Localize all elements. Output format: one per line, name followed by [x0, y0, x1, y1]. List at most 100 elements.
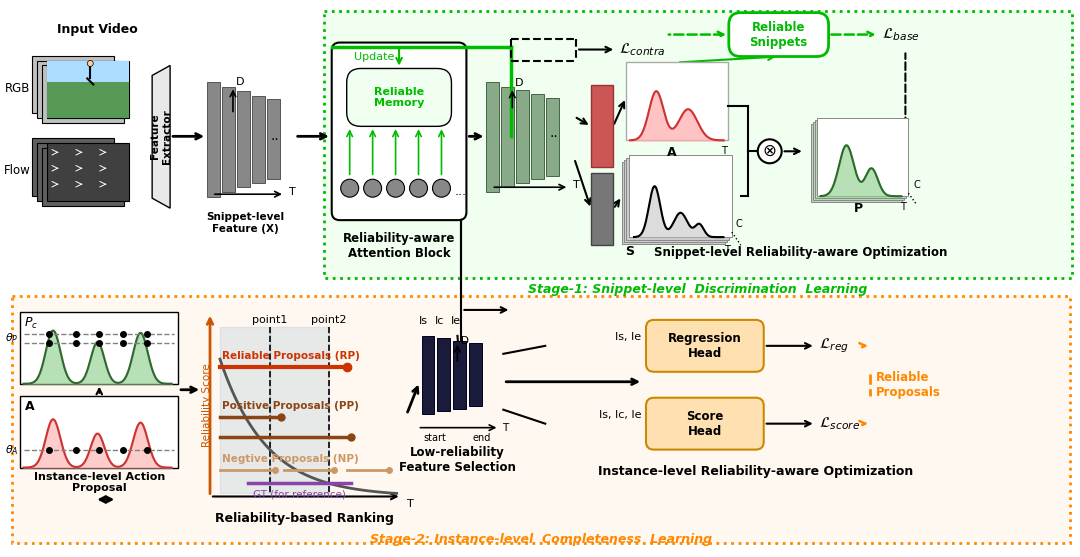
Text: S: S [625, 245, 634, 258]
FancyBboxPatch shape [729, 13, 828, 56]
Polygon shape [152, 66, 171, 208]
Text: Ie: Ie [450, 316, 460, 326]
Text: P: P [854, 202, 863, 215]
FancyBboxPatch shape [646, 398, 764, 449]
Circle shape [387, 179, 405, 197]
Bar [486, 82, 499, 192]
Text: Snippet-level
Feature (X): Snippet-level Feature (X) [206, 212, 284, 234]
Text: end: end [473, 433, 491, 443]
Text: Ic: Ic [435, 316, 444, 326]
Text: A: A [667, 146, 677, 159]
Circle shape [409, 179, 428, 197]
Circle shape [758, 139, 782, 163]
Text: ..: .. [270, 129, 280, 143]
Circle shape [432, 179, 450, 197]
Text: $\mathcal{L}_{score}$: $\mathcal{L}_{score}$ [819, 416, 860, 432]
Text: Reliable
Proposals: Reliable Proposals [876, 371, 941, 399]
Bar [42, 148, 124, 206]
Text: T: T [406, 500, 414, 510]
Text: $\mathcal{L}_{base}$: $\mathcal{L}_{base}$ [882, 26, 920, 43]
Bar [501, 87, 514, 187]
Text: Update: Update [354, 51, 394, 61]
Text: $\mathcal{L}_{contra}$: $\mathcal{L}_{contra}$ [619, 41, 665, 58]
Text: Input Video: Input Video [57, 23, 137, 36]
Bar [591, 85, 613, 167]
Text: $\mathcal{L}_{reg}$: $\mathcal{L}_{reg}$ [819, 336, 849, 355]
Bar [591, 173, 613, 245]
Bar [13, 296, 1070, 544]
Text: Negtive Proposals (NP): Negtive Proposals (NP) [222, 453, 359, 463]
Text: Score
Head: Score Head [686, 409, 724, 438]
Bar [21, 312, 178, 384]
Bar [546, 99, 559, 176]
Text: Reliable Proposals (RP): Reliable Proposals (RP) [222, 351, 360, 361]
Circle shape [340, 179, 359, 197]
Text: T: T [724, 245, 730, 255]
Text: C: C [914, 180, 920, 190]
Text: C: C [735, 219, 743, 229]
Text: Reliability-aware
Attention Block: Reliability-aware Attention Block [342, 232, 456, 260]
Bar [48, 61, 130, 119]
Bar [516, 90, 529, 183]
Text: D: D [461, 336, 470, 346]
Bar [48, 61, 130, 82]
Bar [622, 162, 725, 244]
Text: Feature
Extractor: Feature Extractor [150, 109, 172, 164]
Text: Snippet-level Reliability-aware Optimization: Snippet-level Reliability-aware Optimiza… [654, 246, 947, 258]
Bar [32, 56, 114, 114]
Bar [421, 336, 434, 414]
Text: Is, Ic, Ie: Is, Ic, Ie [598, 410, 642, 419]
Bar [222, 87, 235, 192]
Bar [21, 395, 178, 467]
Text: ⊗: ⊗ [762, 142, 777, 160]
Text: Flow: Flow [3, 164, 30, 177]
Bar [437, 338, 450, 411]
Text: Stage-1: Snippet-level  Discrimination  Learning: Stage-1: Snippet-level Discrimination Le… [528, 283, 867, 296]
Text: A: A [25, 400, 35, 413]
Bar [816, 119, 908, 196]
FancyBboxPatch shape [347, 69, 451, 126]
Text: T: T [901, 202, 906, 212]
Circle shape [87, 61, 93, 66]
Text: D: D [515, 79, 524, 89]
Bar [626, 62, 728, 140]
Bar [454, 341, 467, 409]
Bar [48, 143, 130, 201]
Bar [814, 120, 906, 198]
Text: Instance-level Action
Proposal: Instance-level Action Proposal [33, 472, 165, 493]
Bar [812, 123, 904, 200]
Text: $P_c$: $P_c$ [25, 316, 39, 331]
Circle shape [364, 179, 381, 197]
Bar [470, 343, 483, 405]
Text: Reliable
Memory: Reliable Memory [374, 87, 424, 108]
Text: ...: ... [455, 185, 467, 198]
Text: point2: point2 [311, 315, 347, 325]
Text: start: start [423, 433, 446, 443]
Text: $\theta_P$: $\theta_P$ [5, 331, 18, 345]
Bar [626, 158, 729, 240]
Text: Instance-level Reliability-aware Optimization: Instance-level Reliability-aware Optimiz… [598, 465, 914, 477]
Text: Is: Is [419, 316, 428, 326]
Bar [237, 91, 249, 187]
Text: ..: .. [550, 126, 558, 140]
Text: Reliability Score: Reliability Score [202, 363, 212, 447]
Bar [38, 61, 119, 119]
Text: RGB: RGB [5, 82, 30, 95]
Bar [624, 160, 727, 242]
Text: Stage-2: Instance-level  Completeness  Learning: Stage-2: Instance-level Completeness Lea… [370, 534, 713, 546]
Text: T: T [502, 423, 509, 433]
Bar [629, 155, 732, 237]
Text: Reliable
Snippets: Reliable Snippets [750, 21, 808, 48]
Text: Regression
Head: Regression Head [669, 332, 742, 360]
Bar [267, 99, 280, 179]
Bar [32, 138, 114, 196]
Bar [38, 143, 119, 201]
Bar [811, 124, 903, 202]
Text: $\theta_A$: $\theta_A$ [5, 443, 18, 457]
Bar [531, 95, 544, 179]
Text: Reliability-based Ranking: Reliability-based Ranking [215, 512, 394, 525]
Text: T: T [288, 187, 296, 197]
Text: T: T [721, 146, 727, 157]
Bar [42, 66, 124, 123]
Text: Positive Proposals (PP): Positive Proposals (PP) [222, 400, 359, 411]
